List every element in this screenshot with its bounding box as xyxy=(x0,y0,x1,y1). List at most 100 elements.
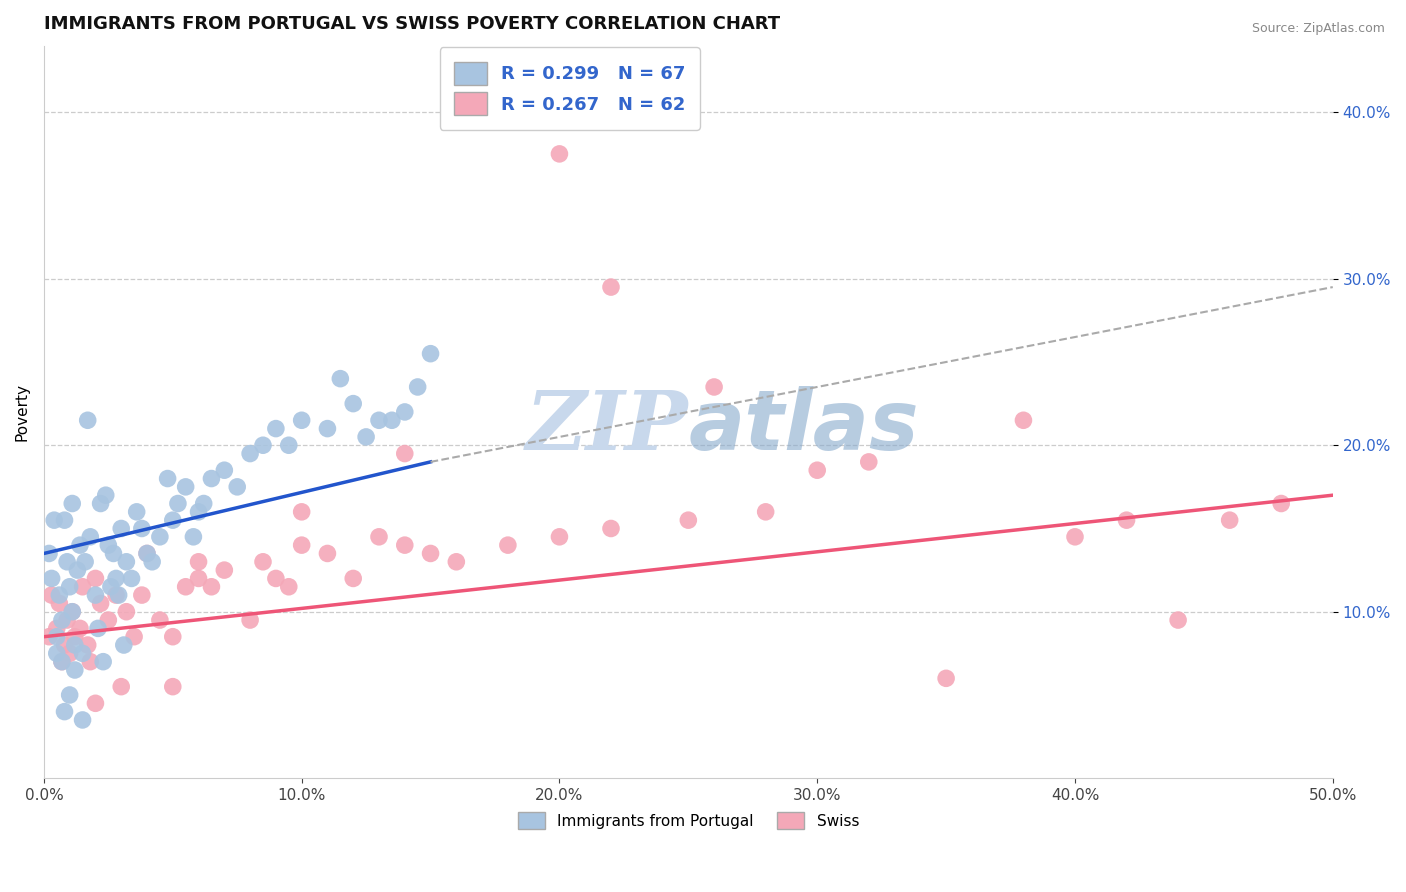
Point xyxy=(162,513,184,527)
Point xyxy=(51,655,73,669)
Point xyxy=(115,555,138,569)
Point xyxy=(214,563,236,577)
Point xyxy=(342,396,364,410)
Point xyxy=(277,438,299,452)
Point xyxy=(41,588,63,602)
Point xyxy=(69,538,91,552)
Point xyxy=(38,546,60,560)
Point xyxy=(69,621,91,635)
Point xyxy=(446,555,468,569)
Point xyxy=(100,580,122,594)
Point xyxy=(239,613,262,627)
Point xyxy=(193,496,215,510)
Point xyxy=(187,505,209,519)
Point xyxy=(368,530,391,544)
Point xyxy=(105,588,128,602)
Point xyxy=(1219,513,1241,527)
Point xyxy=(174,480,197,494)
Point xyxy=(600,521,623,535)
Point xyxy=(394,446,416,460)
Point xyxy=(162,680,184,694)
Point xyxy=(48,588,70,602)
Point xyxy=(75,555,97,569)
Point xyxy=(1270,496,1292,510)
Point xyxy=(103,546,125,560)
Point xyxy=(354,430,377,444)
Point xyxy=(115,605,138,619)
Point xyxy=(45,621,67,635)
Point xyxy=(63,663,86,677)
Point xyxy=(79,530,101,544)
Text: ZIP: ZIP xyxy=(526,386,689,467)
Point xyxy=(90,496,112,510)
Point xyxy=(84,588,107,602)
Point xyxy=(121,571,143,585)
Point xyxy=(381,413,404,427)
Point xyxy=(226,480,249,494)
Point xyxy=(53,705,76,719)
Point xyxy=(1064,530,1087,544)
Point xyxy=(60,605,83,619)
Point xyxy=(548,530,571,544)
Point xyxy=(110,680,132,694)
Point xyxy=(107,588,129,602)
Point xyxy=(291,413,314,427)
Point xyxy=(406,380,429,394)
Point xyxy=(51,613,73,627)
Point xyxy=(368,413,391,427)
Point xyxy=(149,613,172,627)
Point xyxy=(94,488,117,502)
Point xyxy=(66,563,89,577)
Point xyxy=(678,513,700,527)
Point xyxy=(97,613,120,627)
Point xyxy=(72,646,94,660)
Point xyxy=(60,496,83,510)
Point xyxy=(59,580,82,594)
Point xyxy=(239,446,262,460)
Point xyxy=(149,530,172,544)
Point xyxy=(122,630,145,644)
Text: atlas: atlas xyxy=(689,386,920,467)
Point xyxy=(56,555,79,569)
Point xyxy=(141,555,163,569)
Point xyxy=(97,538,120,552)
Point xyxy=(755,505,778,519)
Y-axis label: Poverty: Poverty xyxy=(15,383,30,441)
Point xyxy=(105,571,128,585)
Point xyxy=(183,530,205,544)
Point xyxy=(419,346,441,360)
Point xyxy=(156,471,179,485)
Point xyxy=(136,546,159,560)
Point xyxy=(264,571,287,585)
Point xyxy=(60,605,83,619)
Text: Source: ZipAtlas.com: Source: ZipAtlas.com xyxy=(1251,22,1385,36)
Point xyxy=(214,463,236,477)
Point xyxy=(548,147,571,161)
Point xyxy=(291,505,314,519)
Text: IMMIGRANTS FROM PORTUGAL VS SWISS POVERTY CORRELATION CHART: IMMIGRANTS FROM PORTUGAL VS SWISS POVERT… xyxy=(44,15,780,33)
Point xyxy=(87,621,110,635)
Point xyxy=(53,638,76,652)
Point xyxy=(90,596,112,610)
Point xyxy=(84,696,107,710)
Point xyxy=(174,580,197,594)
Point xyxy=(200,580,222,594)
Point xyxy=(858,455,880,469)
Point xyxy=(316,421,339,435)
Point xyxy=(264,421,287,435)
Legend: Immigrants from Portugal, Swiss: Immigrants from Portugal, Swiss xyxy=(510,805,866,837)
Point xyxy=(125,505,148,519)
Point xyxy=(131,521,153,535)
Point xyxy=(53,513,76,527)
Point xyxy=(394,538,416,552)
Point xyxy=(56,613,79,627)
Point xyxy=(703,380,725,394)
Point xyxy=(72,713,94,727)
Point xyxy=(342,571,364,585)
Point xyxy=(187,555,209,569)
Point xyxy=(136,546,159,560)
Point xyxy=(91,655,114,669)
Point xyxy=(44,513,66,527)
Point xyxy=(496,538,519,552)
Point xyxy=(187,571,209,585)
